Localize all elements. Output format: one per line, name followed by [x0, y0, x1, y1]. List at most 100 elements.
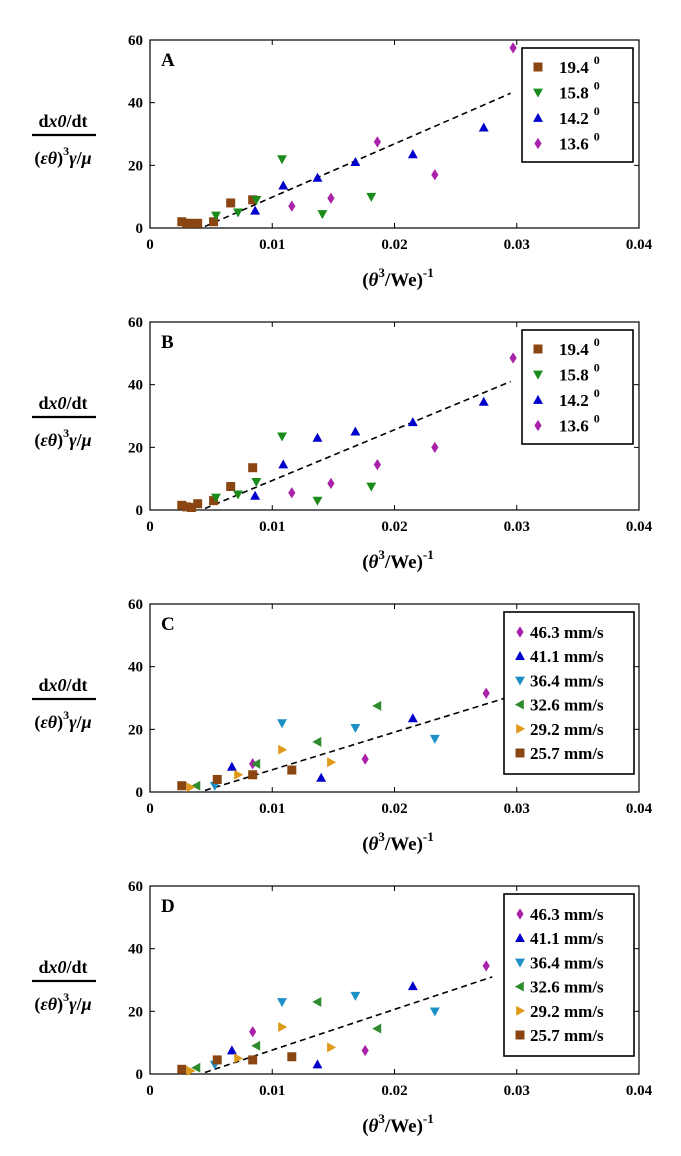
legend-entry-3: 32.6 mm/s: [530, 978, 604, 997]
legend: 19.4 015.8 014.2 013.6 0: [521, 47, 634, 163]
legend-entry-4: 29.2 mm/s: [530, 720, 604, 739]
x-tick-label: 0: [146, 237, 154, 253]
data-point-s3-3: [372, 700, 382, 711]
data-point-s0-1: [361, 753, 369, 765]
x-tick-label: 0.03: [504, 519, 530, 535]
y-tick-label: 20: [128, 722, 143, 738]
y-axis-label: dx0/dt (εθ)3γ/μ: [32, 675, 96, 733]
data-point-s0-1: [361, 1044, 369, 1057]
data-point-s1-0: [211, 493, 221, 503]
data-point-s0-0: [177, 217, 187, 227]
data-point-s0-0: [249, 1026, 257, 1038]
data-point-s1-1: [316, 772, 327, 782]
y-label-numerator: dx0/dt: [38, 957, 87, 977]
panel-b: dx0/dt (εθ)3γ/μ 0 0.01 0.02 0.03 0.04 0 20 40 60 B (…: [32, 315, 653, 573]
legend-marker-3: [534, 137, 542, 150]
x-tick-label: 0.02: [381, 519, 407, 535]
legend: 46.3 mm/s 41.1 mm/s 36.4 mm/s 32.6 mm/s 29.2…: [503, 611, 635, 775]
data-point-s1-2: [251, 195, 262, 205]
legend-marker-3: [514, 981, 524, 992]
data-point-s1-0: [226, 1045, 237, 1055]
legend-entry-3: 13.6 0: [559, 130, 600, 154]
legend-entry-3: 13.6 0: [559, 412, 600, 436]
x-tick-label: 0.04: [626, 519, 653, 535]
data-point-s2-1: [277, 719, 287, 729]
legend-marker-3: [534, 419, 542, 432]
x-tick-label: 0.03: [504, 1083, 530, 1099]
data-point-s2-5: [478, 122, 489, 132]
y-tick-label: 20: [128, 440, 143, 456]
data-point-s0-4: [209, 217, 219, 227]
data-point-s2-1: [278, 459, 289, 469]
y-tick-label: 20: [128, 158, 143, 174]
legend-marker-1: [515, 651, 525, 661]
data-point-s5-2: [248, 770, 258, 780]
legend-marker-0: [516, 626, 524, 638]
data-point-s0-3: [193, 499, 203, 509]
data-point-s3-1: [327, 477, 335, 489]
legend-entry-1: 41.1 mm/s: [530, 647, 604, 666]
data-point-s2-0: [250, 205, 261, 215]
data-point-s4-3: [327, 1042, 337, 1053]
data-point-s0-6: [248, 195, 258, 205]
legend-marker-2: [533, 394, 543, 404]
data-point-s2-3: [429, 734, 440, 744]
data-point-s2-3: [429, 1007, 440, 1017]
legend-marker-3: [514, 699, 524, 710]
fit-line: [204, 976, 493, 1074]
legend-marker-2: [515, 958, 525, 968]
data-point-s2-4: [407, 149, 418, 159]
y-tick-label: 60: [128, 879, 143, 895]
data-point-s2-1: [278, 180, 289, 190]
data-point-s0-4: [209, 496, 219, 506]
y-tick-label: 40: [128, 378, 143, 394]
data-point-s2-5: [478, 396, 489, 406]
legend-entry-0: 19.4 0: [559, 53, 600, 77]
y-tick-label: 20: [128, 1004, 143, 1020]
y-tick-label: 40: [128, 96, 143, 112]
legend-marker-1: [533, 88, 543, 98]
legend-box: [503, 611, 635, 775]
data-point-s3-1: [251, 758, 261, 769]
data-point-s3-2: [312, 736, 322, 747]
data-point-s3-1: [327, 192, 335, 204]
y-tick-label: 0: [136, 221, 144, 237]
data-point-s1-1: [312, 1059, 323, 1069]
data-point-s3-3: [431, 169, 439, 181]
data-point-s1-1: [233, 208, 243, 218]
data-point-s0-1: [182, 502, 192, 512]
data-point-s1-4: [312, 496, 323, 506]
x-tick-label: 0.01: [259, 801, 285, 817]
panel-c: dx0/dt (εθ)3γ/μ 0 0.01 0.02 0.03 0.04 0 20 40 60 C (…: [32, 597, 653, 855]
panel-label: B: [161, 332, 174, 353]
x-tick-label: 0.04: [626, 237, 653, 253]
y-tick-label: 60: [128, 33, 143, 49]
y-label-numerator: dx0/dt: [38, 393, 87, 413]
x-tick-label: 0.01: [259, 237, 285, 253]
legend-marker-2: [515, 676, 525, 686]
data-point-s3-0: [191, 780, 201, 791]
legend-entry-1: 15.8 0: [559, 361, 600, 385]
data-point-s0-2: [482, 687, 490, 699]
x-axis-label: (θ3/We)-1: [362, 265, 434, 291]
data-point-s0-2: [482, 960, 490, 972]
legend: 19.4 015.8 014.2 013.6 0: [521, 329, 634, 445]
data-point-s3-1: [251, 1040, 261, 1051]
panel-label: C: [161, 614, 175, 635]
data-point-s0-5: [226, 482, 236, 491]
panel-a: dx0/dt (εθ)3γ/μ 0 0.01 0.02 0.03 0.04 0 20 40 60 A (…: [32, 33, 653, 291]
data-point-s3-3: [372, 1023, 382, 1034]
data-point-s2-0: [250, 490, 261, 500]
data-point-s3-0: [288, 487, 296, 499]
data-point-s1-2: [407, 981, 418, 991]
x-tick-label: 0: [146, 801, 154, 817]
fit-line: [204, 92, 511, 228]
legend-marker-4: [516, 1005, 526, 1016]
y-tick-label: 60: [128, 597, 143, 613]
y-tick-label: 40: [128, 942, 143, 958]
x-tick-label: 0.02: [381, 801, 407, 817]
legend-entry-4: 29.2 mm/s: [530, 1002, 604, 1021]
legend-marker-0: [533, 62, 543, 72]
data-point-s1-2: [407, 713, 418, 723]
